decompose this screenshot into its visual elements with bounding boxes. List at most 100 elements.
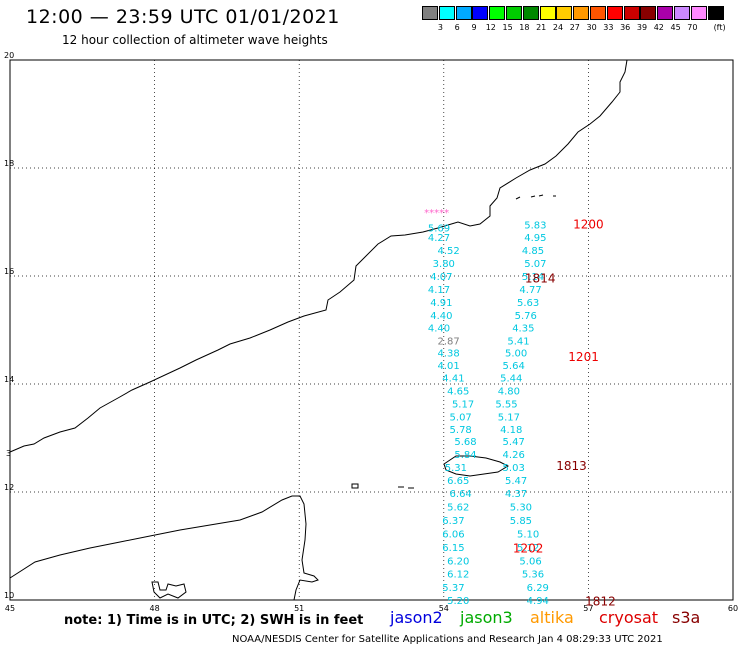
wave-height-value: 5.36: [522, 570, 544, 581]
wave-height-value: 5.20: [447, 596, 469, 607]
legend-swatch: [640, 6, 657, 20]
legend-label: 30: [586, 23, 597, 32]
wave-height-value: 4.85: [522, 246, 544, 257]
pass-time-label: 1814: [525, 272, 556, 286]
legend-swatch: [438, 6, 455, 20]
x-tick-label: 60: [728, 604, 738, 613]
legend-label: 3: [437, 23, 443, 32]
wave-height-value: 4.17: [428, 285, 450, 296]
wave-height-value: 4.77: [519, 285, 541, 296]
wave-height-value: 5.84: [454, 450, 476, 461]
wave-height-value: 4.40: [428, 323, 450, 334]
wave-height-value: 5.03: [503, 463, 525, 474]
wave-height-value: 4.41: [442, 374, 464, 385]
wave-height-value: 5.14: [522, 272, 544, 283]
legend-swatch: [573, 6, 590, 20]
legend-swatch: [539, 6, 556, 20]
legend-swatch: [489, 6, 506, 20]
legend-label: 39: [636, 23, 648, 32]
wave-height-value: 6.06: [442, 530, 464, 541]
wave-height-value: 5.55: [495, 399, 517, 410]
y-tick-label: 20: [4, 51, 14, 60]
wave-height-value: 5.78: [450, 425, 472, 436]
wave-height-value: 5.07: [450, 412, 472, 423]
wave-height-value: 3.80: [433, 259, 455, 270]
wave-height-value: 4.01: [437, 361, 459, 372]
legend-label: 12: [485, 23, 496, 32]
legend-unit: (ft): [713, 23, 726, 32]
legend-swatch: [455, 6, 472, 20]
wave-height-value: 4.52: [437, 246, 459, 257]
wave-height-value: 5.64: [503, 361, 525, 372]
legend-swatch: [422, 6, 438, 20]
wave-height-value: 6.37: [442, 516, 464, 527]
wave-height-value: 5.17: [498, 412, 520, 423]
legend-label: 36: [620, 23, 631, 32]
y-tick-label: 14: [4, 375, 14, 384]
track-b: 5.834.95 4.85 5.07 5.14 4.77 5.63 5.764.35 5.41…: [495, 221, 549, 607]
wave-height-value: 5.69: [428, 223, 450, 234]
pass-times: 1200 1814 1201 1813 1202 1812: [513, 218, 616, 609]
legend-swatch: [472, 6, 489, 20]
wave-height-value: 5.47: [505, 476, 527, 487]
legend-label: 70: [687, 23, 698, 32]
wave-height-value: 2.87: [437, 336, 459, 347]
x-tick-label: 54: [439, 604, 449, 613]
x-tick-label: 48: [150, 604, 160, 613]
pass-time-label: 1201: [568, 350, 599, 364]
wave-height-value: 5.30: [510, 503, 532, 514]
legend-label: 18: [519, 23, 530, 32]
x-tick-label: 45: [5, 604, 15, 613]
coastline: [9, 59, 628, 601]
y-tick-label: 18: [4, 159, 14, 168]
y-tick-label: 16: [4, 267, 14, 276]
x-tick-label: 51: [294, 604, 304, 613]
wave-height-value: 5.62: [447, 503, 469, 514]
legend-label: 9: [471, 23, 477, 32]
wave-height-value: 5.47: [503, 437, 525, 448]
wave-height-value: 4.35: [512, 323, 534, 334]
wave-height-value: 6.12: [447, 570, 469, 581]
legend-swatch: [556, 6, 573, 20]
x-tick-label: 57: [583, 604, 593, 613]
wave-height-value: 5.37: [442, 583, 464, 594]
wave-height-value: 4.37: [505, 489, 527, 500]
wave-height-value: 5.17: [452, 399, 474, 410]
wave-height-value: 6.65: [447, 476, 469, 487]
legend-swatch: [590, 6, 606, 20]
axis-labels: 45 48 51 54 57 60 20 18 16 14 12 10 3: [4, 51, 738, 613]
wave-height-value: 5.44: [500, 374, 522, 385]
wave-height-value: 4.07: [430, 272, 452, 283]
wave-height-value: 4.18: [500, 425, 522, 436]
wave-height-value: 5.07: [524, 259, 546, 270]
flag-mark: *****: [424, 208, 449, 219]
wave-height-value: 5.41: [507, 336, 529, 347]
legend-label: 21: [536, 23, 547, 32]
map-frame: [9, 59, 734, 601]
wave-height-value: 4.26: [503, 450, 525, 461]
wave-height-value: 6.15: [442, 543, 464, 554]
y-tick-label: 12: [4, 483, 14, 492]
wave-height-value: 4.38: [437, 349, 459, 360]
wave-height-value: 4.94: [527, 596, 549, 607]
legend-swatch: [506, 6, 522, 20]
legend-swatch: [522, 6, 539, 20]
chart-subtitle: 12 hour collection of altimeter wave hei…: [62, 33, 328, 47]
wave-height-value: 5.63: [517, 298, 539, 309]
track-a: 5.694.27 4.52 3.80 4.07 4.17 4.91 4.404.40 2.87…: [428, 223, 477, 607]
legend-label: 27: [569, 23, 580, 32]
legend-label: 33: [603, 23, 614, 32]
pass-time-label: 1813: [556, 459, 587, 473]
legend-label: 15: [502, 23, 513, 32]
wave-height-value: 5.83: [524, 221, 546, 232]
west-marker-label: 3: [6, 449, 11, 458]
legend-label: 45: [670, 23, 681, 32]
wave-height-value: 5.68: [454, 437, 476, 448]
y-tick-label: 10: [4, 591, 14, 600]
pass-time-label: 1812: [585, 595, 616, 609]
chart-title: 12:00 — 23:59 UTC 01/01/2021: [26, 6, 340, 28]
wave-height-value: 6.20: [447, 557, 469, 568]
wave-height-value: 6.64: [450, 489, 472, 500]
wave-height-value: 4.80: [498, 386, 520, 397]
